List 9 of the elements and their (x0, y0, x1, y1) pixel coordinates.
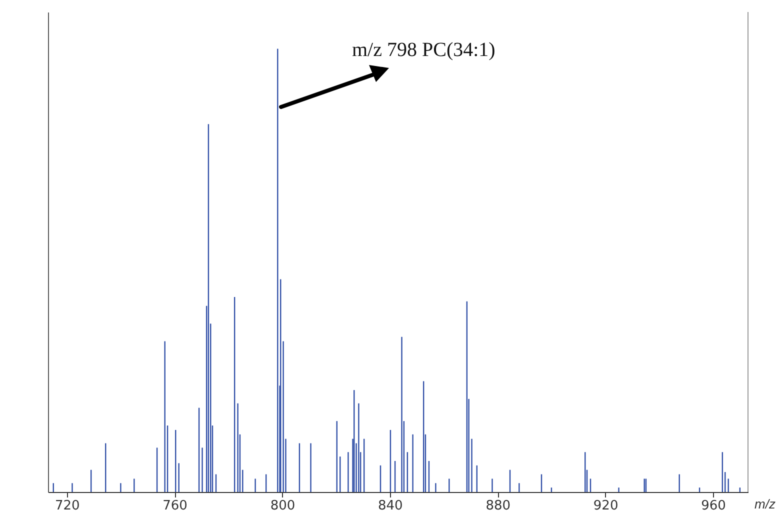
x-axis-title: m/z (754, 496, 776, 512)
x-tick-label: 960 (701, 498, 726, 514)
x-tick-label: 840 (378, 498, 403, 514)
x-tick-label: 880 (486, 498, 511, 514)
x-tick-label: 760 (162, 498, 188, 514)
annotation: m/z 798 PC(34:1) (352, 39, 496, 61)
x-tick-label: 920 (593, 498, 618, 514)
x-tick-label: 720 (54, 498, 80, 514)
x-tick-label: 800 (270, 498, 296, 514)
